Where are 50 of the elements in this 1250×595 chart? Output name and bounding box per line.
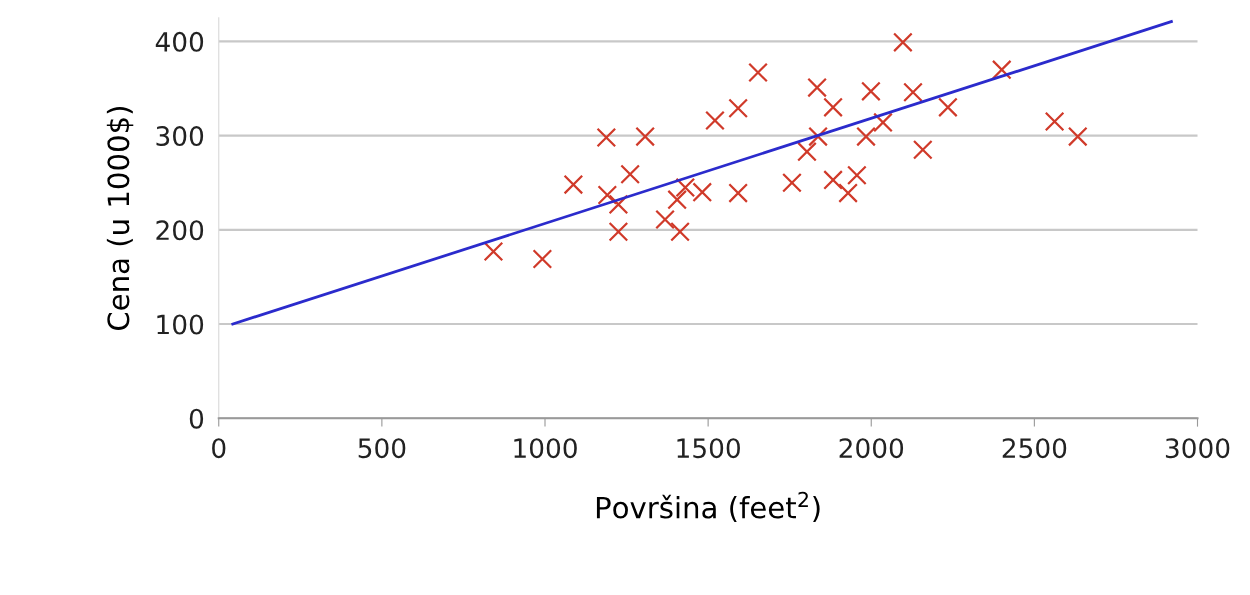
- point: [903, 82, 923, 103]
- x-tick-label: 0: [212, 438, 226, 459]
- point: [728, 183, 749, 203]
- point: [670, 221, 690, 242]
- point: [597, 185, 618, 205]
- point: [1067, 126, 1088, 147]
- point: [532, 249, 553, 269]
- point: [608, 221, 629, 242]
- y-tick-label: 200: [156, 220, 204, 241]
- point: [675, 177, 696, 198]
- point: [483, 241, 504, 262]
- point: [782, 172, 802, 193]
- point: [596, 127, 617, 148]
- point: [608, 194, 629, 215]
- point: [991, 59, 1012, 80]
- point: [728, 98, 749, 119]
- point: [823, 97, 843, 118]
- point: [861, 81, 881, 102]
- point: [808, 126, 828, 147]
- point: [797, 141, 817, 162]
- point: [635, 126, 656, 147]
- y-tick-label: 400: [155, 31, 204, 52]
- point: [912, 139, 933, 160]
- point: [1044, 111, 1065, 132]
- point: [873, 112, 893, 133]
- y-tick-label: 0: [189, 408, 204, 429]
- point: [823, 170, 843, 190]
- x-axis-title: Površina (feet$^{2}$): [596, 491, 820, 523]
- x-tick-label: 500: [358, 438, 406, 459]
- point: [655, 209, 675, 230]
- y-axis-title: Cena (u 1000$): [106, 106, 134, 331]
- x-tick-label: 1000: [514, 438, 577, 459]
- point: [692, 182, 713, 203]
- x-tick-label: 1500: [677, 438, 740, 459]
- y-tick-label: 300: [156, 126, 204, 147]
- point: [807, 77, 827, 98]
- point: [620, 164, 641, 185]
- x-tick-label: 2000: [839, 438, 904, 459]
- point: [847, 165, 867, 186]
- x-tick-label: 2500: [1002, 438, 1067, 459]
- point: [705, 110, 725, 131]
- point: [938, 97, 958, 118]
- point: [748, 62, 768, 83]
- point: [856, 126, 876, 147]
- point: [838, 183, 858, 203]
- y-tick-label: 100: [157, 314, 204, 335]
- point: [563, 174, 584, 195]
- x-tick-label: 3000: [1165, 438, 1230, 459]
- point: [667, 189, 688, 210]
- point: [893, 32, 913, 53]
